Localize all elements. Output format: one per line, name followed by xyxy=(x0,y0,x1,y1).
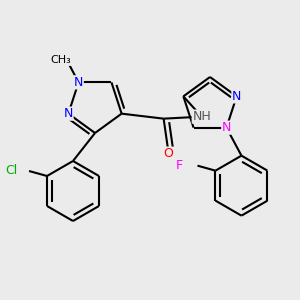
Text: N: N xyxy=(222,121,231,134)
Text: O: O xyxy=(164,147,174,160)
Text: Cl: Cl xyxy=(5,164,17,178)
Text: F: F xyxy=(176,159,183,172)
Text: N: N xyxy=(232,90,241,103)
Text: CH₃: CH₃ xyxy=(50,55,71,65)
Text: N: N xyxy=(64,107,73,120)
Text: N: N xyxy=(74,76,83,89)
Text: NH: NH xyxy=(192,110,211,123)
